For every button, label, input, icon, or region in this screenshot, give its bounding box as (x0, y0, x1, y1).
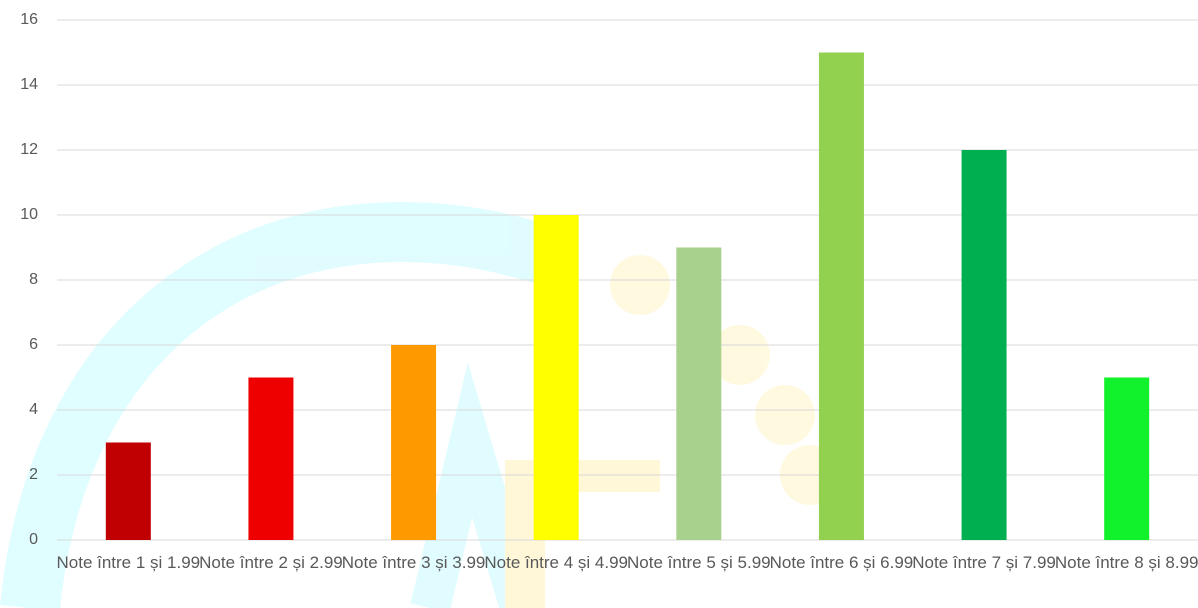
y-tick-label: 8 (29, 271, 38, 288)
bar (248, 377, 294, 540)
bar (391, 345, 437, 540)
bar (105, 442, 151, 540)
x-tick-label: Note între 7 și 7.99 (912, 553, 1056, 572)
y-tick-label: 6 (29, 336, 38, 353)
x-tick-label: Note între 4 și 4.99 (484, 553, 628, 572)
bar (818, 52, 864, 540)
y-tick-label: 0 (29, 531, 38, 548)
y-tick-label: 12 (20, 141, 38, 158)
x-tick-label: Note între 8 și 8.99 (1054, 553, 1198, 572)
y-tick-label: 2 (29, 466, 38, 483)
y-tick-label: 16 (20, 11, 38, 28)
x-tick-label: Note între 3 și 3.99 (341, 553, 486, 572)
x-tick-label: Note între 6 și 6.99 (769, 553, 914, 572)
bar (533, 215, 579, 540)
x-tick-label: Note între 1 și 1.99 (56, 553, 201, 572)
y-tick-label: 4 (29, 401, 38, 418)
bar (676, 247, 722, 540)
y-tick-label: 10 (20, 206, 38, 223)
bar (961, 150, 1007, 540)
bar (1104, 377, 1150, 540)
x-tick-label: Note între 5 și 5.99 (626, 553, 771, 572)
x-tick-label: Note între 2 și 2.99 (199, 553, 343, 572)
y-tick-label: 14 (20, 76, 38, 93)
